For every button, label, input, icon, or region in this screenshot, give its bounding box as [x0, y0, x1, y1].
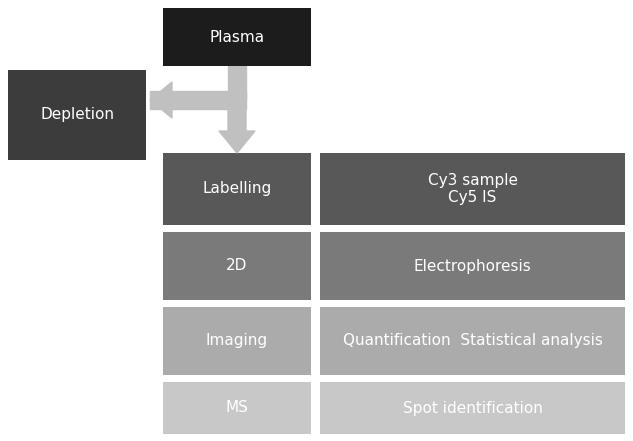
- Text: Electrophoresis: Electrophoresis: [413, 258, 531, 273]
- Text: Imaging: Imaging: [206, 333, 268, 348]
- Bar: [320, 307, 625, 375]
- Bar: [320, 232, 625, 300]
- Bar: [163, 232, 311, 300]
- Text: 2D: 2D: [227, 258, 248, 273]
- Text: Spot identification: Spot identification: [403, 400, 542, 415]
- Text: Plasma: Plasma: [210, 30, 265, 45]
- FancyArrow shape: [150, 82, 172, 118]
- Bar: [8, 70, 146, 160]
- Bar: [163, 382, 311, 434]
- Bar: [163, 8, 311, 66]
- Bar: [163, 153, 311, 225]
- Text: Quantification  Statistical analysis: Quantification Statistical analysis: [342, 333, 603, 348]
- Bar: [163, 307, 311, 375]
- Text: Cy3 sample
Cy5 IS: Cy3 sample Cy5 IS: [427, 173, 518, 205]
- Bar: [320, 153, 625, 225]
- Text: MS: MS: [225, 400, 248, 415]
- FancyArrow shape: [219, 100, 255, 153]
- Bar: [320, 382, 625, 434]
- Text: Depletion: Depletion: [40, 108, 114, 123]
- Text: Labelling: Labelling: [203, 182, 272, 197]
